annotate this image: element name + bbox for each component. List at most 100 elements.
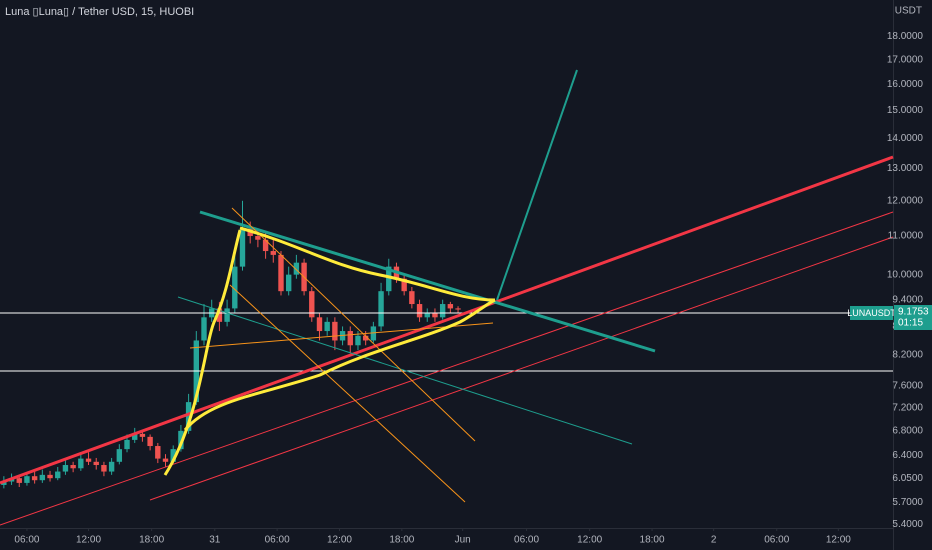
candle-body [355, 335, 361, 346]
candle-body [316, 317, 323, 332]
trend-line [0, 155, 894, 485]
candle-body [347, 331, 353, 346]
axes: 18.0000 17.0000 16.0000 15.0000 14.0000 13.00… [14, 31, 923, 545]
candle-body [224, 308, 230, 322]
y-tick-label: 10.0000 [887, 269, 924, 280]
y-tick-label: 7.2000 [892, 402, 923, 413]
y-tick-label: 12.0000 [887, 195, 924, 206]
price-badge [894, 305, 932, 330]
candle-body [262, 239, 269, 252]
candle-body [16, 478, 22, 483]
candle-body [278, 254, 284, 292]
candle-body [424, 312, 430, 318]
candle-body [401, 278, 407, 292]
candle-body [232, 266, 238, 309]
candle-body [332, 321, 338, 341]
x-tick-label: 18:00 [389, 535, 414, 546]
candle-body [101, 465, 107, 472]
candle-body [293, 262, 300, 275]
candle-body [216, 308, 223, 322]
candle-body [108, 461, 115, 472]
trend-line [496, 69, 578, 301]
curve [239, 226, 496, 302]
candle-body [39, 474, 46, 481]
y-tick-label: 14.0000 [887, 133, 924, 144]
candle-body [31, 476, 38, 481]
price-marker: LUNAUSDT 9.1753 01:15 [847, 305, 932, 330]
currency-label: USDT [895, 6, 922, 17]
y-tick-label: 6.8000 [892, 425, 923, 436]
countdown-label: 01:15 [898, 318, 923, 329]
y-tick-label: 9.4000 [892, 294, 923, 305]
x-tick-label: 18:00 [640, 535, 665, 546]
x-tick-label: 06:00 [764, 535, 789, 546]
symbol-label: LUNAUSDT [847, 308, 896, 318]
candle-body [62, 465, 69, 472]
candle-body [147, 436, 153, 447]
x-tick-label: 12:00 [826, 535, 851, 546]
candle-body [55, 471, 61, 479]
y-tick-label: 16.0000 [887, 79, 924, 90]
y-tick-label: 8.2000 [892, 350, 923, 361]
y-tick-label: 11.0000 [888, 231, 924, 242]
candle-body [285, 274, 292, 292]
candle-body [170, 449, 176, 462]
candle-body [155, 446, 161, 459]
x-tick-label: 18:00 [139, 535, 164, 546]
candle-body [386, 266, 392, 292]
candle-body [139, 433, 146, 437]
candle-body [416, 304, 423, 318]
x-tick-label: 31 [209, 535, 221, 546]
y-tick-label: 5.4000 [892, 519, 923, 530]
y-tick-label: 15.0000 [887, 105, 924, 116]
candle-body [309, 291, 315, 318]
x-tick-label: 06:00 [14, 535, 39, 546]
y-tick-label: 13.0000 [887, 163, 924, 174]
candle-body [201, 317, 207, 341]
candle-body [132, 433, 138, 440]
x-tick-label: 12:00 [327, 535, 352, 546]
x-tick-label: 06:00 [514, 535, 539, 546]
curve [183, 298, 496, 431]
candle-body [239, 228, 246, 267]
candle-body [432, 312, 438, 318]
candle-body [24, 476, 30, 483]
y-tick-label: 18.0000 [887, 31, 924, 42]
y-tick-label: 6.0500 [892, 473, 923, 484]
x-tick-label: 2 [711, 535, 717, 546]
candle-body [409, 291, 415, 305]
candle-body [447, 304, 454, 309]
candle-body [93, 461, 99, 466]
candle-body [116, 449, 123, 462]
x-tick-label: 06:00 [265, 535, 290, 546]
candle-body [324, 321, 330, 332]
trend-line [231, 207, 476, 442]
candle-body [362, 335, 369, 341]
drawings [0, 69, 894, 526]
candle-body [370, 326, 377, 341]
candle-body [47, 474, 53, 479]
y-tick-label: 17.0000 [887, 54, 924, 65]
candle-body [270, 251, 276, 255]
candle-body [178, 430, 184, 450]
candle-body [162, 458, 169, 462]
candle-body [378, 291, 384, 327]
trend-line [189, 322, 494, 349]
candle-body [1, 481, 7, 485]
trend-line [229, 284, 466, 503]
y-tick-label: 5.7000 [892, 497, 923, 508]
chart-title: Luna ▯Luna▯ / Tether USD, 15, HUOBI [5, 6, 194, 18]
trend-line [199, 210, 656, 353]
y-tick-label: 6.4000 [892, 450, 923, 461]
candle-body [124, 439, 130, 450]
candle-body [78, 458, 84, 469]
trend-line [177, 296, 633, 445]
candle-body [85, 458, 92, 462]
trend-line [0, 211, 894, 526]
candle-body [185, 402, 192, 431]
trend-line [149, 236, 894, 501]
candle-body [439, 304, 446, 318]
